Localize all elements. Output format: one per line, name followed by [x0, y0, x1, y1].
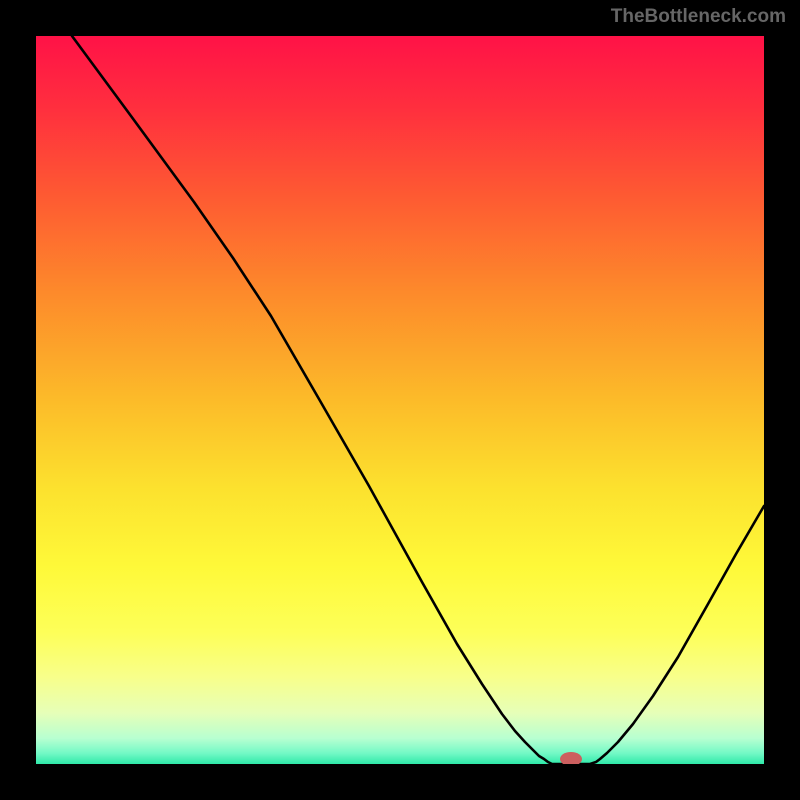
bottleneck-chart — [0, 0, 800, 800]
optimal-marker — [560, 752, 582, 766]
plot-background — [36, 36, 764, 764]
watermark-text: TheBottleneck.com — [611, 6, 786, 28]
